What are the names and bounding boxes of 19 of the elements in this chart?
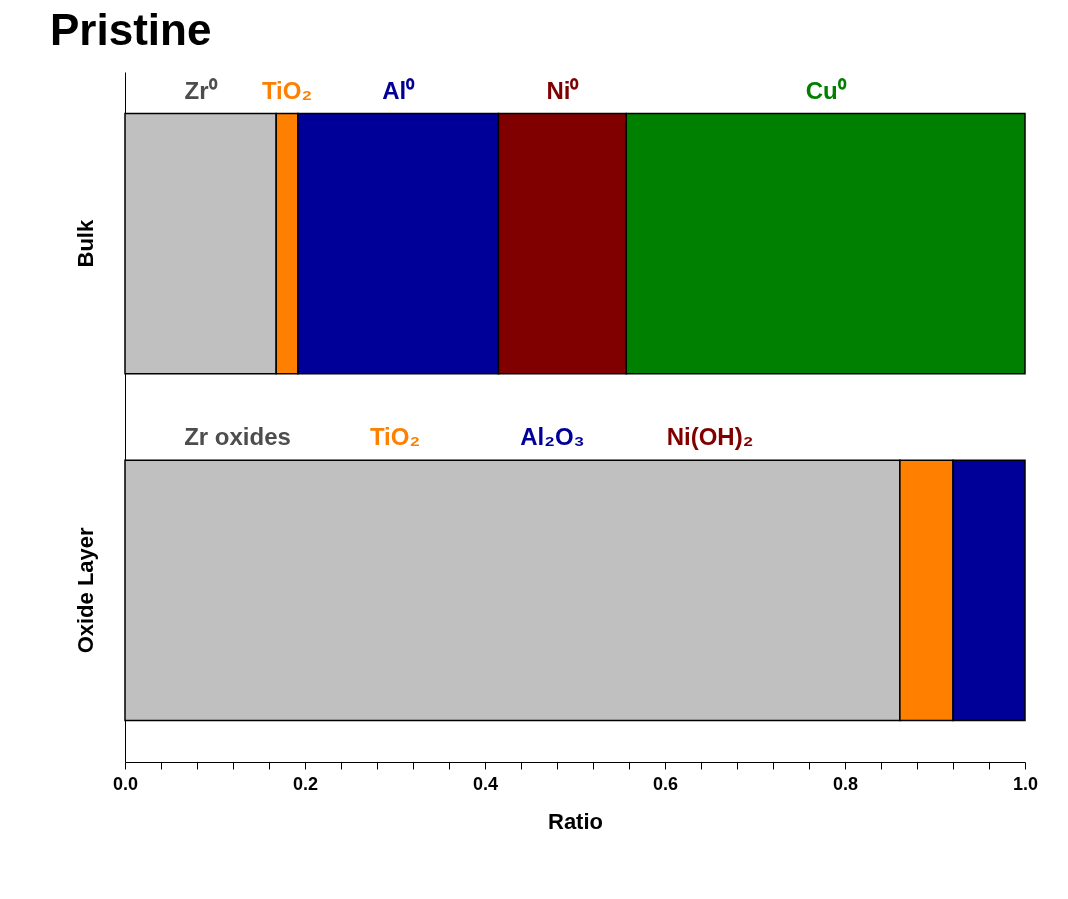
annotation: TiO₂ (261, 76, 313, 104)
annotation: Zr oxides (184, 423, 291, 451)
y-tick-label: Oxide Layer (72, 526, 98, 654)
annotation: Ni(OH)₂ (666, 423, 754, 451)
x-axis-title: Ratio (548, 808, 603, 834)
annotation: Cu⁰ (805, 76, 847, 104)
x-tick-label: 1.0 (1012, 773, 1039, 794)
x-tick-label: 0.2 (292, 773, 319, 794)
x-tick-label: 0.0 (112, 773, 139, 794)
annotation: Zr⁰ (184, 76, 218, 104)
chart-title: Pristine (50, 5, 212, 54)
annotation: Al⁰ (382, 76, 416, 104)
annotation: Al₂O₃ (520, 423, 585, 451)
annotation: Ni⁰ (546, 76, 580, 104)
y-tick-label: Bulk (72, 219, 98, 268)
x-tick-label: 0.4 (472, 773, 499, 794)
x-tick-label: 0.8 (832, 773, 859, 794)
x-tick-label: 0.6 (652, 773, 679, 794)
annotation: TiO₂ (369, 423, 421, 451)
